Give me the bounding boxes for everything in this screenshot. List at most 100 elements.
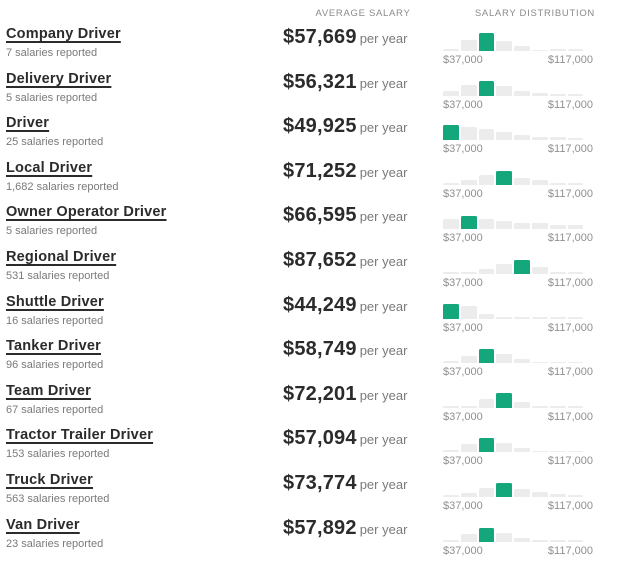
job-title-link[interactable]: Truck Driver [6, 471, 94, 488]
job-title-link[interactable]: Delivery Driver [6, 70, 112, 87]
histogram-bar [531, 179, 548, 185]
job-title-column-spacer [6, 8, 283, 19]
table-header: AVERAGE SALARY SALARY DISTRIBUTION [6, 4, 624, 25]
histogram-bar [496, 354, 513, 364]
average-salary-header: AVERAGE SALARY [315, 8, 411, 19]
average-salary-cell: $71,252 per year [283, 159, 443, 183]
histogram-bar [531, 491, 548, 497]
salary-row: Owner Operator Driver 5 salaries reporte… [6, 203, 624, 248]
salary-row: Regional Driver 531 salaries reported $8… [6, 248, 624, 293]
histogram-bar [460, 127, 477, 141]
histogram-bar [549, 539, 566, 542]
histogram-bar [567, 183, 584, 185]
histogram-bar [549, 49, 566, 51]
job-title-cell: Tanker Driver 96 salaries reported [6, 337, 283, 371]
per-year-label: per year [359, 387, 408, 403]
axis-max-label: $117,000 [547, 455, 593, 468]
histogram-bar [496, 263, 513, 274]
job-title-link[interactable]: Driver [6, 115, 50, 132]
salary-distribution-cell: $37,000 $117,000 [443, 426, 595, 467]
average-salary-cell: $57,892 per year [283, 516, 443, 540]
salary-row: Tractor Trailer Driver 153 salaries repo… [6, 426, 624, 471]
histogram-bar-highlighted [443, 125, 459, 141]
salaries-reported-label: 5 salaries reported [6, 91, 98, 104]
job-title-link[interactable]: Van Driver [6, 516, 80, 533]
salary-distribution-cell: $37,000 $117,000 [443, 25, 595, 66]
average-salary-value: $58,749 [283, 338, 357, 361]
histogram-bar [531, 223, 548, 230]
axis-min-label: $37,000 [443, 321, 483, 334]
job-title-cell: Local Driver 1,682 salaries reported [6, 159, 283, 193]
histogram-axis: $37,000 $117,000 [443, 54, 593, 66]
histogram-bar [496, 85, 513, 96]
salaries-reported-label: 1,682 salaries reported [6, 180, 119, 193]
histogram-bar [514, 223, 530, 230]
salary-row: Company Driver 7 salaries reported $57,6… [6, 25, 624, 70]
job-title-link[interactable]: Team Driver [6, 382, 91, 399]
axis-min-label: $37,000 [443, 499, 483, 512]
histogram-bar [460, 356, 477, 364]
histogram-bar [514, 317, 530, 319]
job-title-link[interactable]: Local Driver [6, 159, 93, 176]
salary-distribution-cell: $37,000 $117,000 [443, 70, 595, 111]
salary-distribution-cell: $37,000 $117,000 [443, 248, 595, 289]
per-year-label: per year [359, 209, 408, 225]
histogram-bar-highlighted [478, 438, 495, 453]
histogram-bar [514, 46, 530, 51]
histogram-bar [514, 448, 530, 453]
salary-distribution-header: SALARY DISTRIBUTION [474, 8, 595, 19]
histogram-bar [514, 177, 530, 185]
job-title-link[interactable]: Owner Operator Driver [6, 204, 167, 221]
average-salary-value: $66,595 [283, 204, 357, 227]
salary-distribution-cell: $37,000 $117,000 [443, 337, 595, 378]
histogram-bar-highlighted [478, 33, 495, 51]
histogram-bar [531, 49, 548, 51]
salary-row: Truck Driver 563 salaries reported $73,7… [6, 471, 624, 516]
histogram-bar [514, 488, 530, 497]
histogram-bar [549, 361, 566, 364]
salaries-reported-label: 563 salaries reported [6, 492, 110, 505]
job-title-link[interactable]: Regional Driver [6, 248, 117, 265]
histogram-bar [531, 266, 548, 274]
job-title-cell: Regional Driver 531 salaries reported [6, 248, 283, 282]
histogram-bar [567, 540, 584, 542]
histogram [443, 209, 584, 230]
histogram [443, 477, 584, 497]
histogram-bar [460, 179, 477, 185]
average-salary-value: $73,774 [283, 471, 357, 494]
histogram-bar [549, 271, 566, 274]
histogram-bar [443, 183, 459, 185]
average-salary-value: $57,669 [283, 26, 357, 48]
job-title-link[interactable]: Tractor Trailer Driver [6, 427, 154, 444]
job-title-link[interactable]: Tanker Driver [6, 338, 102, 355]
salaries-reported-label: 7 salaries reported [6, 47, 98, 59]
histogram-bar [567, 138, 584, 141]
axis-max-label: $117,000 [547, 499, 593, 512]
histogram [443, 343, 584, 364]
job-title-link[interactable]: Shuttle Driver [6, 293, 104, 310]
salaries-reported-label: 96 salaries reported [6, 359, 104, 372]
job-title-cell: Company Driver 7 salaries reported [6, 25, 283, 59]
salaries-reported-label: 5 salaries reported [6, 225, 98, 238]
salaries-reported-label: 531 salaries reported [6, 269, 110, 282]
histogram-bar [567, 272, 584, 274]
salary-distribution-cell: $37,000 $117,000 [443, 471, 595, 512]
axis-min-label: $37,000 [443, 366, 483, 379]
job-title-link[interactable]: Company Driver [6, 26, 121, 42]
per-year-label: per year [359, 476, 408, 492]
histogram-bar [549, 493, 566, 497]
average-salary-value: $57,892 [283, 516, 357, 539]
histogram-bar [496, 221, 513, 230]
histogram-bar [460, 305, 477, 319]
histogram [443, 522, 584, 542]
average-salary-value: $57,094 [283, 427, 357, 450]
axis-max-label: $117,000 [547, 410, 593, 423]
histogram-bar-highlighted [514, 259, 530, 274]
average-salary-value: $56,321 [283, 70, 357, 93]
histogram-bar [531, 317, 548, 319]
salary-distribution-cell: $37,000 $117,000 [443, 382, 595, 423]
histogram [443, 299, 584, 319]
histogram-bar [567, 406, 584, 408]
per-year-label: per year [359, 432, 408, 448]
